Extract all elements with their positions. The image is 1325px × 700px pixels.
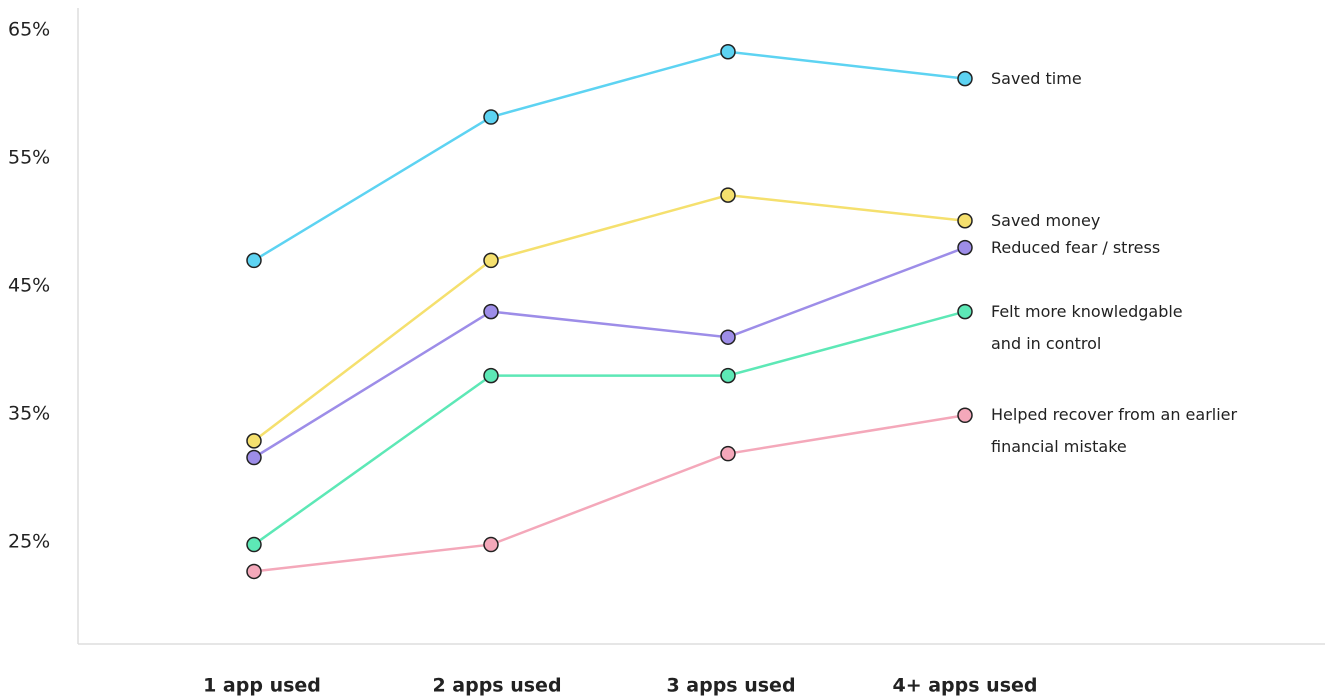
series-line xyxy=(253,310,966,546)
y-tick-label: 45% xyxy=(8,275,50,297)
y-tick-label: 25% xyxy=(8,531,50,553)
series-line xyxy=(253,246,966,459)
data-point xyxy=(246,563,262,580)
x-tick-label: 2 apps used xyxy=(432,675,561,697)
data-point xyxy=(483,367,499,384)
y-tick-label: 65% xyxy=(8,19,50,41)
x-tick-label: 4+ apps used xyxy=(892,675,1037,697)
x-tick-label: 1 app used xyxy=(203,675,321,697)
data-point xyxy=(720,367,736,384)
legend-label: Saved time xyxy=(991,68,1082,88)
y-tick-label: 35% xyxy=(8,403,50,425)
legend-label: Reduced fear / stress xyxy=(991,237,1161,257)
series-line xyxy=(253,414,966,573)
data-point xyxy=(483,536,499,553)
data-point xyxy=(957,70,973,87)
data-point xyxy=(246,433,262,449)
data-point xyxy=(957,407,973,424)
data-point xyxy=(957,239,973,256)
series-line xyxy=(253,50,966,262)
data-point xyxy=(720,44,736,60)
data-point xyxy=(720,187,736,203)
legend-label: Helped recover from an earlier financial… xyxy=(991,405,1238,457)
data-point xyxy=(246,536,262,553)
legend-label: Saved money xyxy=(991,210,1101,230)
data-point xyxy=(957,303,973,320)
data-point xyxy=(483,252,499,269)
data-point xyxy=(246,449,262,466)
data-point xyxy=(483,303,499,320)
series-line xyxy=(253,193,966,442)
legend-label: Felt more knowledgable and in control xyxy=(991,301,1183,353)
data-point xyxy=(720,445,736,462)
x-tick-label: 3 apps used xyxy=(666,675,795,697)
y-tick-label: 55% xyxy=(8,147,50,169)
data-point xyxy=(957,212,973,229)
data-point xyxy=(720,329,736,345)
data-point xyxy=(246,252,262,269)
data-point xyxy=(483,109,499,125)
